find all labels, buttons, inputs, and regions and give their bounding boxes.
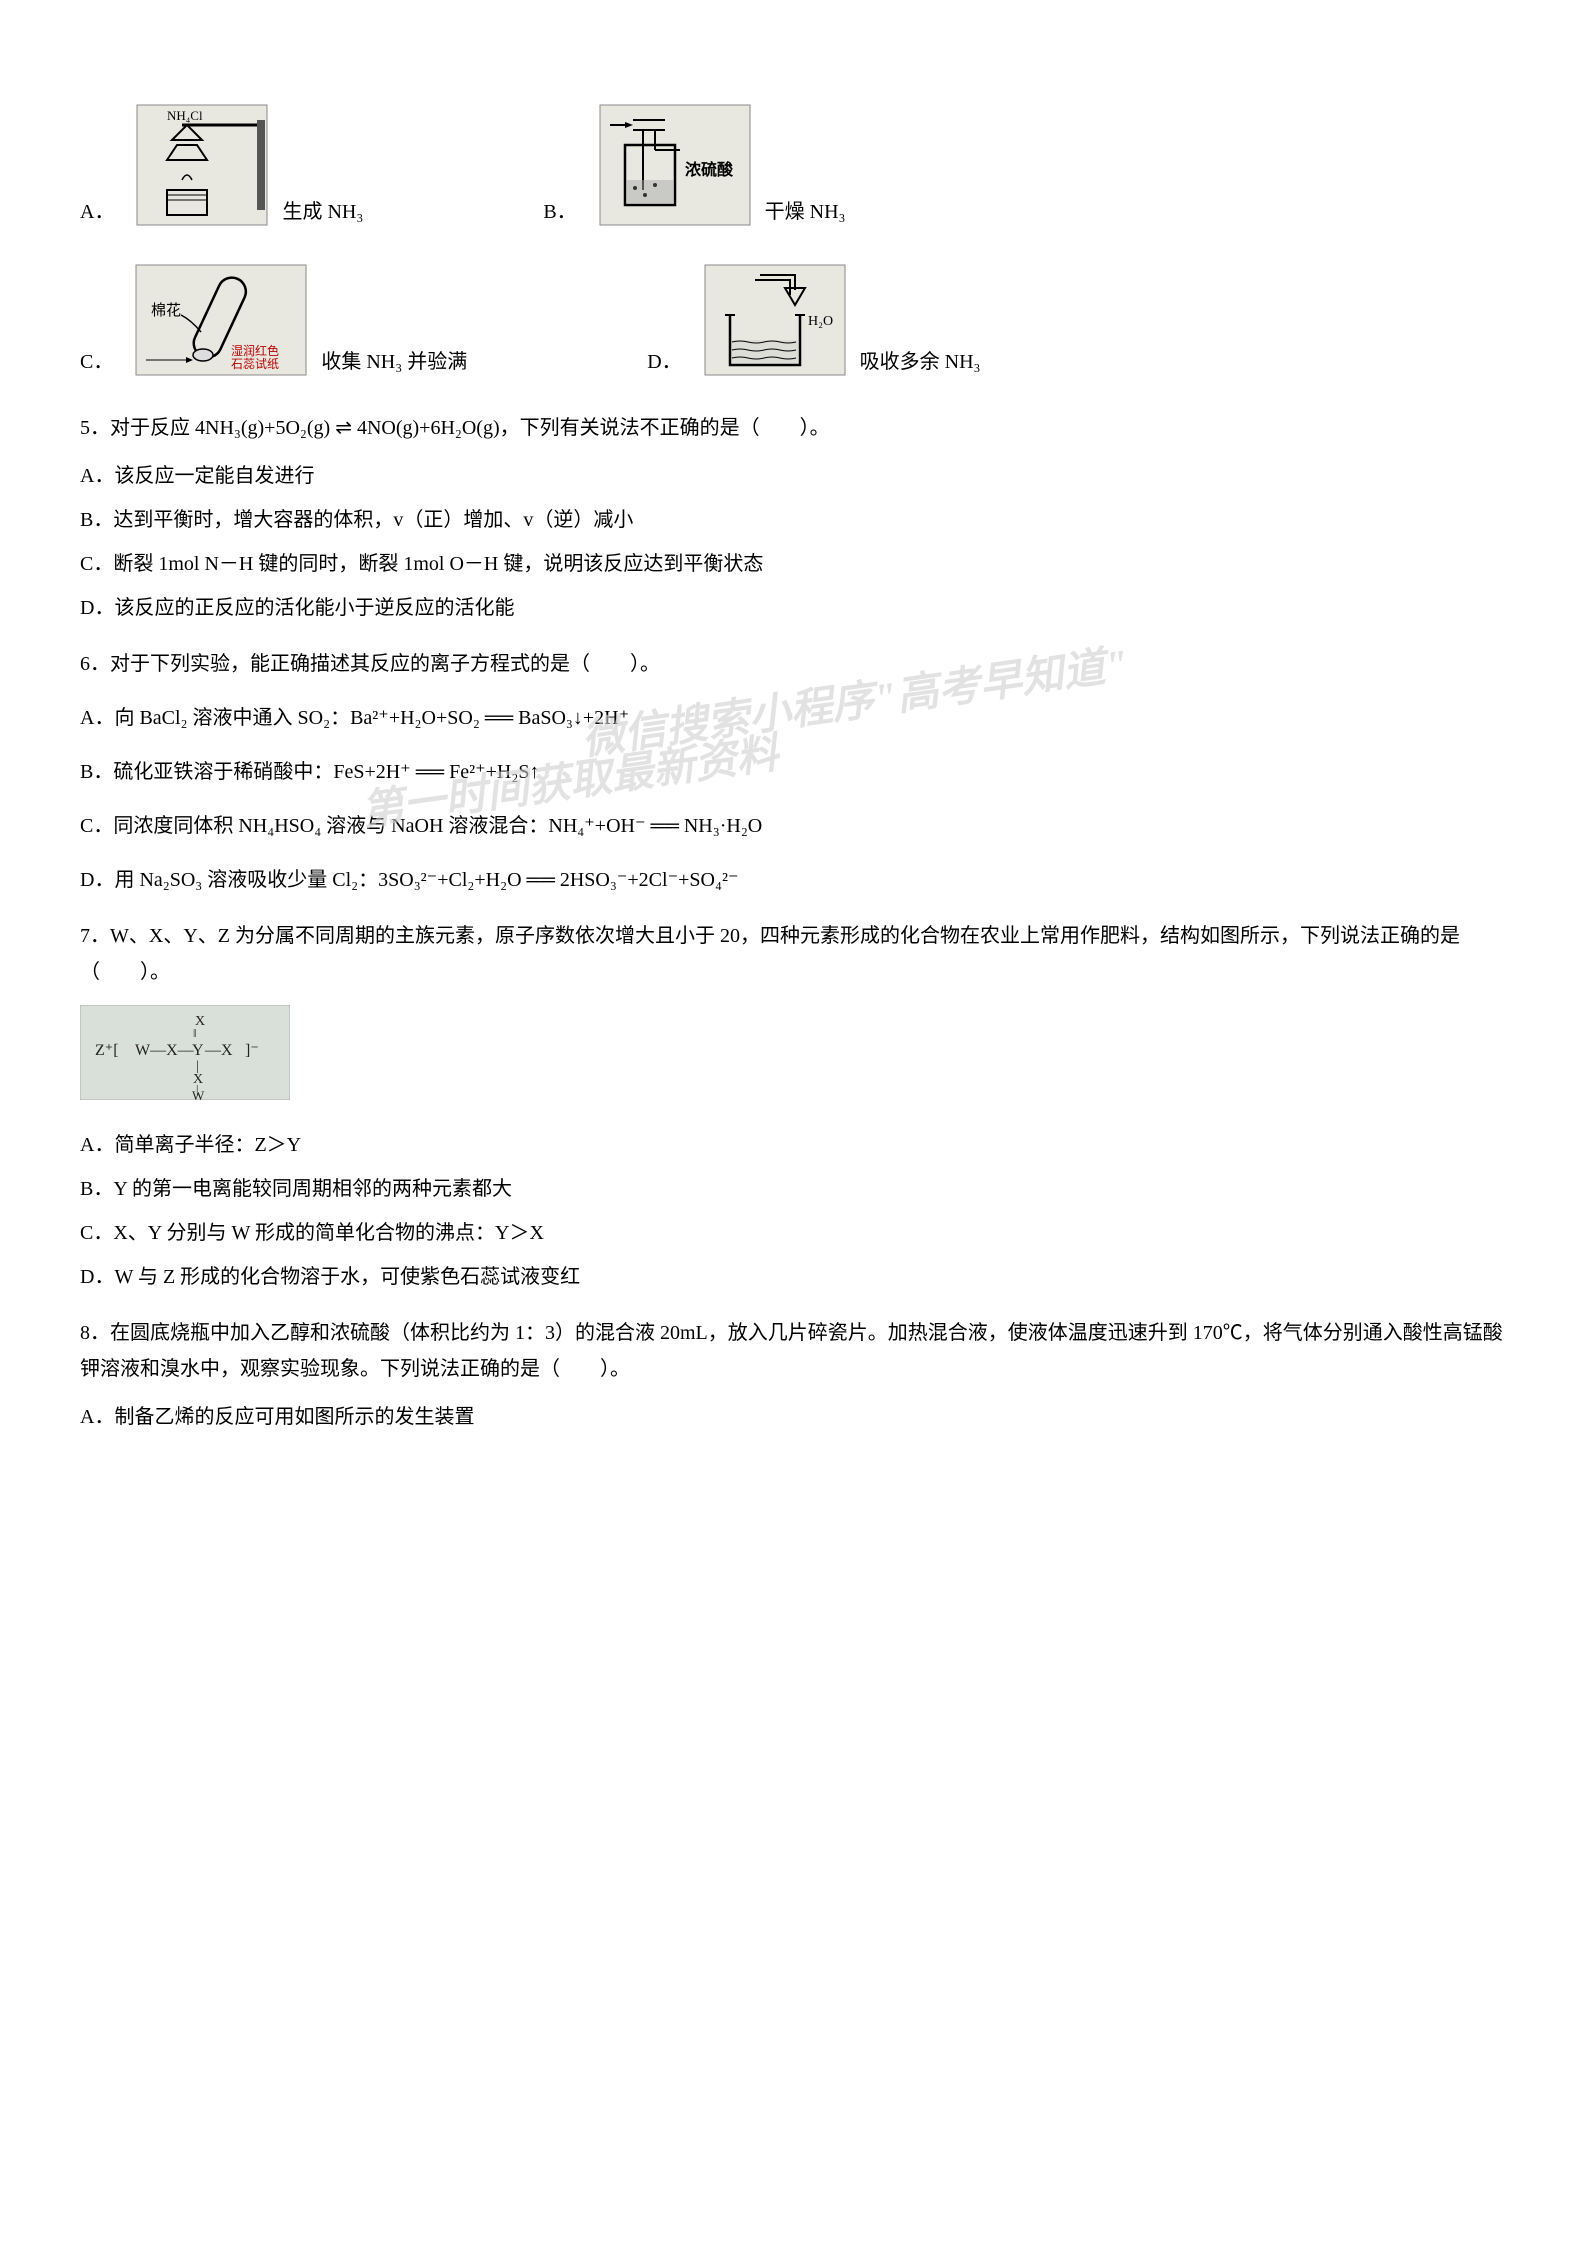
- diagram-c: 棉花 湿润红色 石蕊试纸: [131, 260, 311, 380]
- nh4cl-apparatus-icon: NH₄Cl: [132, 100, 272, 230]
- q7-option-a: A．简单离子半径：Z＞Y: [80, 1127, 1507, 1163]
- structure-x1: X: [195, 1014, 205, 1029]
- structure-z: Z⁺[: [95, 1042, 119, 1059]
- structure-close: ]⁻: [245, 1042, 259, 1059]
- structure-x2bond: —X: [204, 1042, 233, 1059]
- q5-option-a: A．该反应一定能自发进行: [80, 458, 1507, 494]
- q6-stem: 6．对于下列实验，能正确描述其反应的离子方程式的是（ ）。: [80, 646, 1507, 682]
- q6-option-c: C．同浓度同体积 NH₄HSO₄ 溶液与 NaOH 溶液混合：NH₄⁺+OH⁻ …: [80, 808, 1507, 844]
- diagram-a: NH₄Cl: [132, 100, 272, 230]
- collection-tube-icon: 棉花 湿润红色 石蕊试纸: [131, 260, 311, 380]
- option-a-text: 生成 NH₃: [282, 194, 363, 230]
- compound-structure-icon: Z⁺[ W—X— X ‖ Y —X ]⁻ | X | W: [80, 1005, 290, 1100]
- structure-w1: W—X—: [135, 1042, 195, 1059]
- litmus-label-1: 湿润红色: [231, 343, 279, 358]
- q8-stem: 8．在圆底烧瓶中加入乙醇和浓硫酸（体积比约为 1：3）的混合液 20mL，放入几…: [80, 1315, 1507, 1387]
- option-d-label: D．: [647, 344, 681, 380]
- q7-stem: 7．W、X、Y、Z 为分属不同周期的主族元素，原子序数依次增大且小于 20，四种…: [80, 918, 1507, 990]
- absorption-beaker-icon: H₂O: [700, 260, 850, 380]
- option-a-label: A．: [80, 194, 114, 230]
- q7-option-b: B．Y 的第一电离能较同周期相邻的两种元素都大: [80, 1171, 1507, 1207]
- option-c-text: 收集 NH₃ 并验满: [321, 344, 467, 380]
- nh4cl-label: NH₄Cl: [167, 108, 203, 123]
- q5-option-b: B．达到平衡时，增大容器的体积，v（正）增加、v（逆）减小: [80, 502, 1507, 538]
- q6-container: 微信搜索小程序"高考早知道" 第一时间获取最新资料 6．对于下列实验，能正确描述…: [80, 646, 1507, 898]
- structure-dbond: ‖: [193, 1026, 196, 1040]
- option-c-group: C． 棉花 湿润红色 石蕊试纸 收集 NH₃ 并验满: [80, 260, 467, 380]
- q5-option-d: D．该反应的正反应的活化能小于逆反应的活化能: [80, 590, 1507, 626]
- cotton-label: 棉花: [151, 302, 181, 319]
- page-content: A． NH₄Cl 生成 NH₃ B．: [80, 100, 1507, 1435]
- q6-option-b: B．硫化亚铁溶于稀硝酸中：FeS+2H⁺ ══ Fe²⁺+H₂S↑: [80, 754, 1507, 790]
- option-b-label: B．: [543, 194, 576, 230]
- diagram-d: H₂O: [700, 260, 850, 380]
- q5-option-c: C．断裂 1mol N－H 键的同时，断裂 1mol O－H 键，说明该反应达到…: [80, 546, 1507, 582]
- q6-option-d: D．用 Na₂SO₃ 溶液吸收少量 Cl₂：3SO₃²⁻+Cl₂+H₂O ══ …: [80, 862, 1507, 898]
- q7-option-c: C．X、Y 分别与 W 形成的简单化合物的沸点：Y＞X: [80, 1215, 1507, 1251]
- option-d-text: 吸收多余 NH₃: [860, 344, 981, 380]
- q5-stem: 5．对于反应 4NH₃(g)+5O₂(g) ⇌ 4NO(g)+6H₂O(g)，下…: [80, 410, 1507, 446]
- h2so4-label: 浓硫酸: [685, 160, 734, 179]
- q8-option-a: A．制备乙烯的反应可用如图所示的发生装置: [80, 1399, 1507, 1435]
- h2o-label: H₂O: [808, 314, 833, 329]
- q7-structure-diagram: Z⁺[ W—X— X ‖ Y —X ]⁻ | X | W: [80, 1005, 1507, 1112]
- h2so4-bottle-icon: 浓硫酸: [595, 100, 755, 230]
- diagram-row-2: C． 棉花 湿润红色 石蕊试纸 收集 NH₃ 并验满 D．: [80, 260, 1507, 380]
- option-b-text: 干燥 NH₃: [765, 194, 846, 230]
- diagram-b: 浓硫酸: [595, 100, 755, 230]
- structure-w2: W: [192, 1088, 205, 1100]
- q7-option-d: D．W 与 Z 形成的化合物溶于水，可使紫色石蕊试液变红: [80, 1259, 1507, 1295]
- structure-y: Y: [192, 1042, 204, 1059]
- q6-option-a: A．向 BaCl₂ 溶液中通入 SO₂：Ba²⁺+H₂O+SO₂ ══ BaSO…: [80, 700, 1507, 736]
- diagram-row-1: A． NH₄Cl 生成 NH₃ B．: [80, 100, 1507, 230]
- option-b-group: B． 浓硫酸 干燥: [543, 100, 845, 230]
- option-c-label: C．: [80, 344, 113, 380]
- option-d-group: D． H₂O 吸收多余 NH₃: [647, 260, 980, 380]
- litmus-label-2: 石蕊试纸: [231, 356, 279, 371]
- option-a-group: A． NH₄Cl 生成 NH₃: [80, 100, 363, 230]
